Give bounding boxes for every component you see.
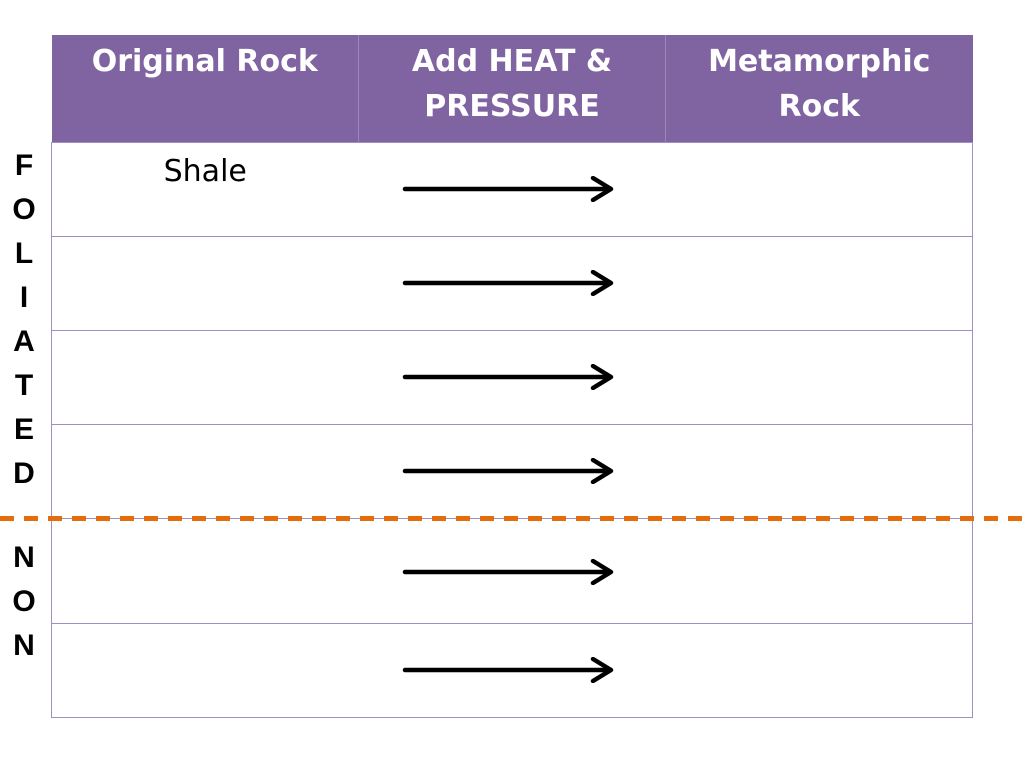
section-divider-dashed-line bbox=[0, 516, 1024, 521]
arrow-right-icon bbox=[402, 559, 613, 585]
foliated-letter: T bbox=[14, 369, 34, 402]
non-letter: N bbox=[13, 541, 35, 574]
original-rock-cell bbox=[51, 330, 359, 425]
foliated-letter: A bbox=[13, 325, 35, 358]
original-rock-cell bbox=[51, 424, 359, 519]
table-row: Shale bbox=[51, 142, 973, 237]
original-rock-cell: Shale bbox=[51, 142, 359, 237]
foliated-vertical-label: F O L I A T E D bbox=[0, 144, 48, 496]
original-rock-text: Shale bbox=[163, 154, 247, 189]
table-row bbox=[51, 518, 973, 624]
non-letter: O bbox=[12, 585, 36, 618]
metamorphic-rock-cell bbox=[665, 236, 973, 331]
header-original-rock: Original Rock bbox=[51, 35, 359, 143]
rock-classification-table: Original Rock Add HEAT & PRESSURE Metamo… bbox=[51, 35, 973, 718]
header-row: Original Rock Add HEAT & PRESSURE Metamo… bbox=[51, 35, 973, 143]
table-row bbox=[51, 236, 973, 331]
heat-pressure-cell bbox=[358, 518, 666, 624]
foliated-letter: O bbox=[12, 193, 36, 226]
foliated-letter: F bbox=[14, 149, 34, 182]
foliated-letter: D bbox=[13, 457, 35, 490]
arrow-right-icon bbox=[402, 657, 613, 683]
heat-pressure-cell bbox=[358, 424, 666, 519]
heat-pressure-cell bbox=[358, 623, 666, 718]
arrow-right-icon bbox=[402, 364, 613, 390]
heat-pressure-cell bbox=[358, 236, 666, 331]
original-rock-cell bbox=[51, 623, 359, 718]
non-vertical-label: N O N bbox=[0, 536, 48, 668]
metamorphic-rock-cell bbox=[665, 518, 973, 624]
table-row bbox=[51, 623, 973, 718]
foliated-letter: L bbox=[14, 237, 34, 270]
header-heat-pressure: Add HEAT & PRESSURE bbox=[358, 35, 666, 143]
header-metamorphic-rock: Metamorphic Rock bbox=[665, 35, 973, 143]
foliated-letter: I bbox=[19, 281, 29, 314]
metamorphic-rock-cell bbox=[665, 623, 973, 718]
metamorphic-rock-cell bbox=[665, 142, 973, 237]
non-letter: N bbox=[13, 629, 35, 662]
arrow-right-icon bbox=[402, 458, 613, 484]
table-row bbox=[51, 424, 973, 519]
foliated-letter: E bbox=[13, 413, 34, 446]
original-rock-cell bbox=[51, 518, 359, 624]
arrow-right-icon bbox=[402, 176, 613, 202]
metamorphic-rock-cell bbox=[665, 424, 973, 519]
arrow-right-icon bbox=[402, 270, 613, 296]
heat-pressure-cell bbox=[358, 330, 666, 425]
table-row bbox=[51, 330, 973, 425]
metamorphic-rock-cell bbox=[665, 330, 973, 425]
heat-pressure-cell bbox=[358, 142, 666, 237]
original-rock-cell bbox=[51, 236, 359, 331]
